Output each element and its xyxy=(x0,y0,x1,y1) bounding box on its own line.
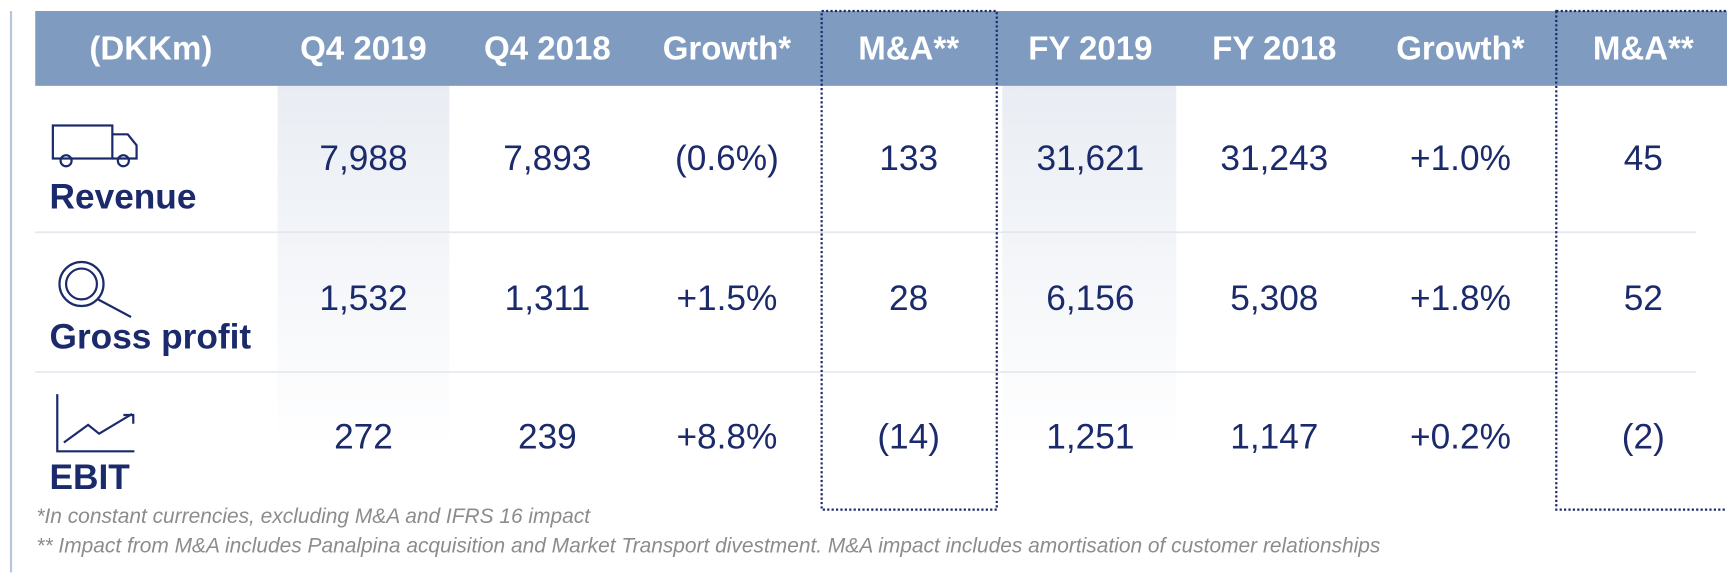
header-bar xyxy=(35,11,1727,86)
cell: (0.6%) xyxy=(675,139,779,178)
cell: 272 xyxy=(334,418,393,457)
cell: 1,532 xyxy=(319,279,407,318)
row-label: EBIT xyxy=(50,458,131,497)
cell: +1.8% xyxy=(1410,279,1511,318)
header-cell: Growth* xyxy=(663,29,792,66)
row-label: Revenue xyxy=(50,178,197,217)
cell: 5,308 xyxy=(1230,279,1318,318)
header-cell: M&A** xyxy=(858,29,959,66)
cell: 1,147 xyxy=(1230,418,1318,457)
header-cell: Growth* xyxy=(1396,29,1525,66)
cell: 52 xyxy=(1624,279,1663,318)
cell: 7,893 xyxy=(503,139,591,178)
header-cell: FY 2018 xyxy=(1212,29,1336,66)
cell: +1.0% xyxy=(1410,139,1511,178)
cell: 45 xyxy=(1624,139,1663,178)
cell: 31,243 xyxy=(1220,139,1328,178)
cell: +0.2% xyxy=(1410,418,1511,457)
cell: 31,621 xyxy=(1037,139,1145,178)
cell: 133 xyxy=(879,139,938,178)
header-cell: Q4 2018 xyxy=(484,29,611,66)
search-dollar-icon xyxy=(58,260,132,318)
header-cell: FY 2019 xyxy=(1028,29,1152,66)
chart-icon xyxy=(56,394,135,453)
header-cell: (DKKm) xyxy=(89,29,212,66)
cell: +1.5% xyxy=(676,279,777,318)
footnote: ** Impact from M&A includes Panalpina ac… xyxy=(36,535,1381,558)
cell: (14) xyxy=(877,418,940,457)
cell: 28 xyxy=(889,279,928,318)
highlight-box xyxy=(820,9,998,511)
footnote: *In constant currencies, excluding M&A a… xyxy=(36,505,591,528)
cell: 239 xyxy=(518,418,577,457)
truck-icon xyxy=(51,124,138,168)
header-cell: Q4 2019 xyxy=(300,29,427,66)
row-label: Gross profit xyxy=(50,317,252,356)
column-shade xyxy=(277,85,450,450)
cell: +8.8% xyxy=(676,418,777,457)
header-cell: M&A** xyxy=(1593,29,1694,66)
highlight-box xyxy=(1555,9,1727,511)
cell: 7,988 xyxy=(319,139,407,178)
cell: 6,156 xyxy=(1046,279,1134,318)
column-shade xyxy=(1002,85,1177,450)
cell: 1,251 xyxy=(1046,418,1134,457)
cell: 1,311 xyxy=(505,279,591,318)
cell: (2) xyxy=(1622,418,1665,457)
